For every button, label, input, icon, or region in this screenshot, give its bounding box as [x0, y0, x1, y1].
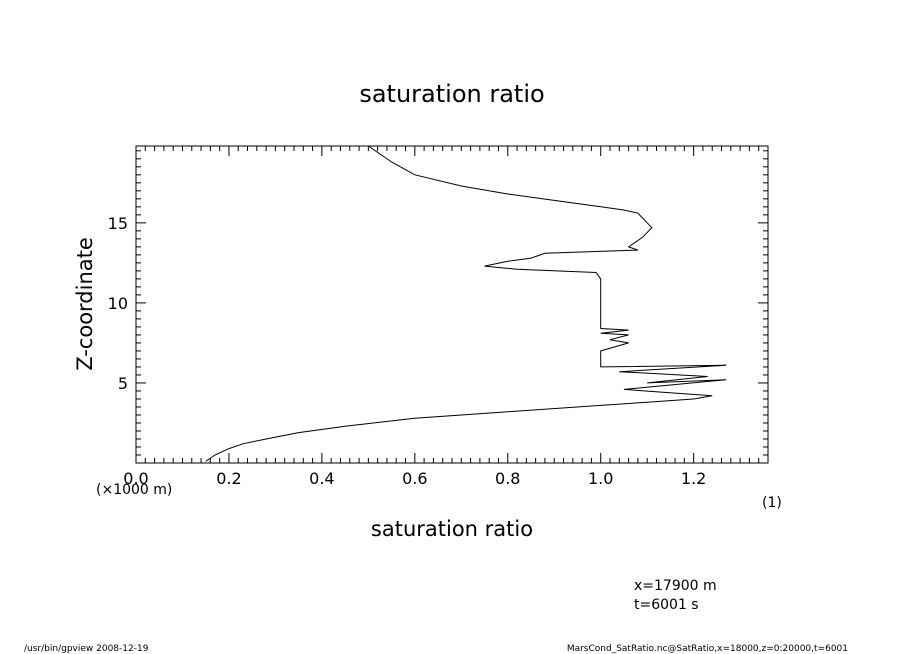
- y-unit-label: (×1000 m): [96, 482, 172, 498]
- y-axis-label: Z-coordinate: [73, 237, 97, 371]
- y-tick-labels: 5 10 15: [108, 214, 128, 393]
- time-annotation: t=6001 s: [634, 597, 699, 613]
- axis-ticks: [135, 146, 769, 463]
- x-axis-label: saturation ratio: [371, 517, 533, 541]
- x-tick-label: 1.0: [588, 469, 613, 488]
- x-tick-label: 1.2: [681, 469, 706, 488]
- x-tick-label: 0.0: [123, 469, 148, 488]
- footer-right: MarsCond_SatRatio.nc@SatRatio,x=18000,z=…: [567, 644, 848, 654]
- x-tick-labels: 0.0 0.2 0.4 0.6 0.8 1.0 1.2: [123, 469, 706, 488]
- y-tick-label: 15: [108, 214, 128, 233]
- x-tick-label: 0.6: [402, 469, 427, 488]
- plot-area: 0.0 0.2 0.4 0.6 0.8 1.0 1.2 5 10 15: [108, 145, 769, 488]
- y-tick-label: 5: [118, 374, 128, 393]
- x-unit-label: (1): [762, 495, 782, 511]
- y-tick-label: 10: [108, 294, 128, 313]
- footer-left: /usr/bin/gpview 2008-12-19: [24, 644, 149, 654]
- chart-title: saturation ratio: [359, 80, 544, 108]
- series-line: [205, 145, 727, 462]
- x-tick-label: 0.2: [216, 469, 241, 488]
- x-tick-label: 0.4: [309, 469, 334, 488]
- position-annotation: x=17900 m: [634, 578, 717, 594]
- x-tick-label: 0.8: [495, 469, 520, 488]
